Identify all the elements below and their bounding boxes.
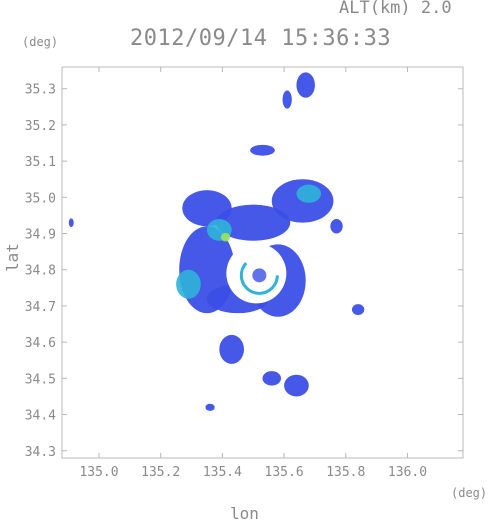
x-tick-label: 135.4 — [203, 465, 242, 480]
y-tick-label: 35.0 — [25, 191, 56, 206]
x-axis-unit: (deg) — [451, 486, 488, 500]
y-axis-unit: (deg) — [22, 35, 59, 49]
altitude-label: ALT(km) 2.0 — [339, 0, 452, 18]
y-tick-label: 34.7 — [25, 300, 56, 315]
chart-title: 2012/09/14 15:36:33 — [130, 26, 392, 51]
y-tick-label: 34.3 — [25, 445, 56, 460]
y-tick-label: 35.2 — [25, 119, 56, 134]
y-tick-label: 34.6 — [25, 336, 56, 351]
echo-region-low — [282, 90, 292, 109]
x-tick-label: 135.6 — [265, 465, 304, 480]
echo-region-low — [330, 219, 343, 234]
echo-region-low — [68, 218, 74, 228]
echo-region-mid — [176, 269, 201, 299]
radar-ring — [239, 255, 279, 295]
plot-frame — [61, 66, 464, 459]
echo-region-low — [216, 204, 291, 241]
y-tick-label: 34.4 — [25, 409, 56, 424]
x-axis-label: lon — [230, 504, 259, 523]
echo-layer — [68, 72, 365, 411]
y-tick-label: 34.8 — [25, 264, 56, 279]
echo-region-low — [351, 304, 365, 315]
echo-region-mid — [296, 184, 322, 203]
x-tick-label: 136.0 — [388, 465, 427, 480]
y-tick-label: 34.9 — [25, 228, 56, 243]
echo-region-low — [296, 72, 315, 98]
echo-region-peak — [220, 232, 231, 242]
y-tick-label: 34.5 — [25, 372, 56, 387]
x-tick-label: 135.2 — [141, 465, 180, 480]
radar-core-echo — [252, 268, 267, 283]
echo-region-low — [219, 334, 244, 364]
x-tick-label: 135.0 — [79, 465, 118, 480]
echo-region-low — [284, 374, 309, 397]
axis-ticks: 135.0 135.2 135.4 135.6 135.8 136.0 34.3 34.4 34… — [25, 67, 463, 480]
x-tick-label: 135.8 — [326, 465, 365, 480]
echo-region-low — [250, 144, 275, 156]
echo-region-low — [205, 403, 215, 411]
echo-region-low — [262, 371, 282, 386]
y-tick-label: 35.3 — [25, 83, 56, 98]
y-tick-label: 35.1 — [25, 155, 56, 170]
